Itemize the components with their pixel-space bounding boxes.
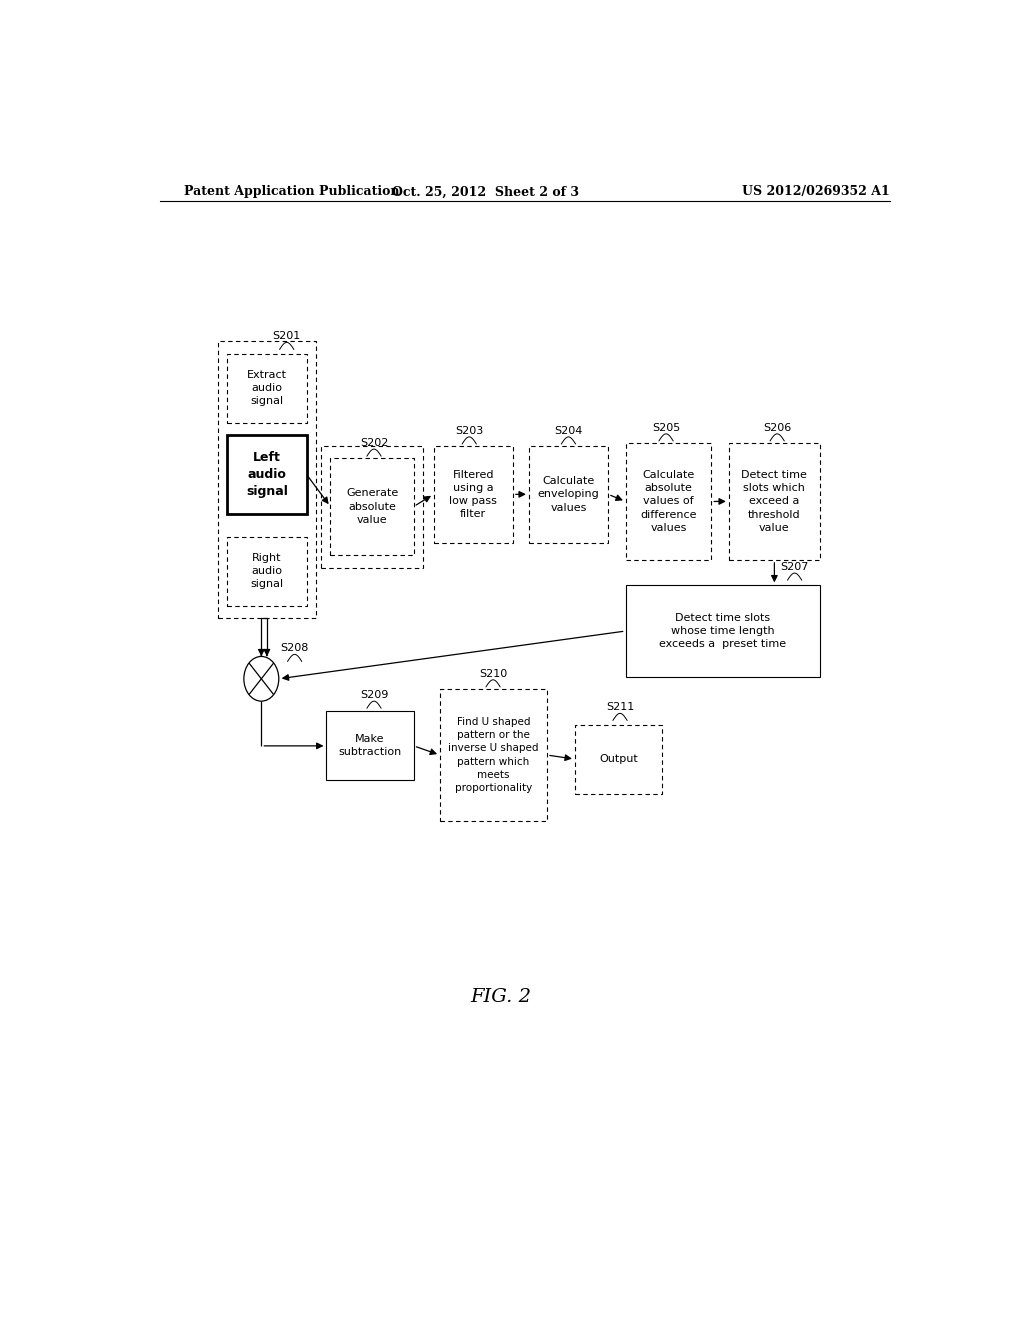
Text: Output: Output <box>599 754 638 764</box>
Text: Right
audio
signal: Right audio signal <box>250 553 284 589</box>
Text: Oct. 25, 2012  Sheet 2 of 3: Oct. 25, 2012 Sheet 2 of 3 <box>391 185 579 198</box>
Text: S205: S205 <box>652 422 680 433</box>
FancyBboxPatch shape <box>227 536 306 606</box>
FancyBboxPatch shape <box>433 446 513 543</box>
FancyBboxPatch shape <box>321 446 423 568</box>
FancyBboxPatch shape <box>227 354 306 422</box>
FancyBboxPatch shape <box>327 711 414 780</box>
Text: S211: S211 <box>606 702 634 713</box>
Text: Filtered
using a
low pass
filter: Filtered using a low pass filter <box>450 470 498 519</box>
Text: S202: S202 <box>359 438 388 447</box>
Text: S208: S208 <box>281 643 309 653</box>
Text: S210: S210 <box>479 669 507 678</box>
FancyBboxPatch shape <box>626 444 712 560</box>
FancyBboxPatch shape <box>218 342 316 618</box>
Text: S209: S209 <box>359 690 388 700</box>
FancyBboxPatch shape <box>528 446 608 543</box>
FancyBboxPatch shape <box>227 434 306 515</box>
Text: Make
subtraction: Make subtraction <box>338 734 401 758</box>
Text: S204: S204 <box>554 426 583 436</box>
Text: Detect time slots
whose time length
exceeds a  preset time: Detect time slots whose time length exce… <box>659 612 786 649</box>
Text: Calculate
enveloping
values: Calculate enveloping values <box>538 477 599 512</box>
Text: S201: S201 <box>272 331 301 342</box>
Text: Extract
audio
signal: Extract audio signal <box>247 370 287 407</box>
Text: S203: S203 <box>455 426 483 436</box>
Text: Find U shaped
pattern or the
inverse U shaped
pattern which
meets
proportionalit: Find U shaped pattern or the inverse U s… <box>449 717 539 793</box>
FancyBboxPatch shape <box>729 444 820 560</box>
Text: Left
audio
signal: Left audio signal <box>246 451 288 498</box>
Text: S206: S206 <box>763 422 792 433</box>
Text: S207: S207 <box>780 562 809 572</box>
FancyBboxPatch shape <box>574 725 663 793</box>
FancyBboxPatch shape <box>331 458 414 554</box>
Text: Patent Application Publication: Patent Application Publication <box>183 185 399 198</box>
Text: FIG. 2: FIG. 2 <box>470 987 531 1006</box>
FancyBboxPatch shape <box>440 689 547 821</box>
Text: Calculate
absolute
values of
difference
values: Calculate absolute values of difference … <box>640 470 696 533</box>
Text: Detect time
slots which
exceed a
threshold
value: Detect time slots which exceed a thresho… <box>741 470 807 533</box>
Text: Generate
absolute
value: Generate absolute value <box>346 488 398 525</box>
FancyBboxPatch shape <box>626 585 820 677</box>
Text: US 2012/0269352 A1: US 2012/0269352 A1 <box>742 185 890 198</box>
